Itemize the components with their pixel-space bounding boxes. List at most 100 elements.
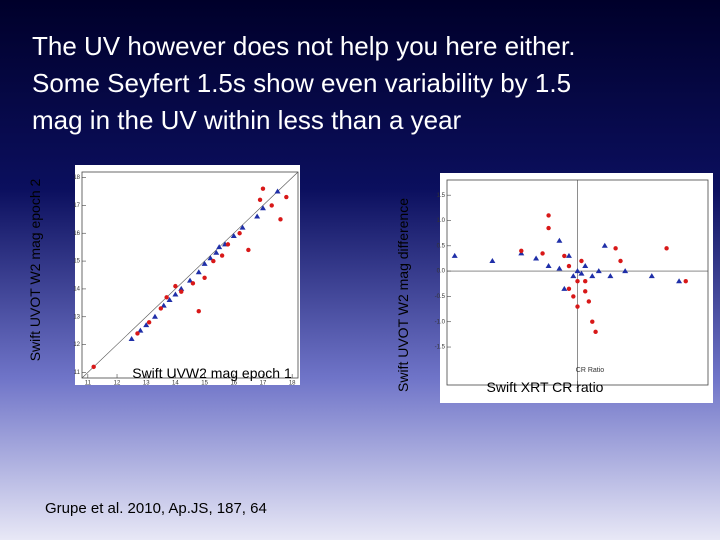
- x-tick-label: 15: [201, 381, 208, 387]
- x-tick-label: 13: [143, 381, 150, 387]
- y-tick-label: 18: [73, 175, 80, 181]
- x-tick-label: 11: [85, 381, 92, 387]
- point: [574, 268, 581, 274]
- y-tick-label: 0.5: [437, 243, 446, 249]
- point: [137, 327, 144, 333]
- point: [284, 194, 289, 200]
- x-tick-label: 17: [260, 381, 267, 387]
- point: [571, 294, 576, 299]
- point: [583, 279, 588, 284]
- point: [201, 260, 208, 266]
- point: [683, 279, 688, 284]
- point: [533, 255, 540, 261]
- point: [160, 302, 167, 308]
- x-tick-label: 14: [172, 381, 179, 387]
- point: [278, 217, 283, 222]
- point: [519, 248, 524, 254]
- point: [556, 237, 563, 243]
- point: [230, 233, 237, 239]
- y-tick-label: 1.5: [437, 193, 446, 199]
- y-tick-label: 15: [73, 259, 80, 265]
- point: [648, 273, 655, 279]
- point: [246, 247, 251, 253]
- plot-frame: [81, 171, 299, 379]
- y-tick-label: -1.0: [435, 319, 446, 325]
- point: [545, 263, 552, 269]
- point: [586, 299, 592, 304]
- point: [225, 242, 231, 247]
- point: [489, 257, 496, 263]
- point: [664, 246, 669, 251]
- point: [595, 268, 602, 274]
- y-tick-label: 14: [73, 286, 80, 292]
- y-tick-label: 0.0: [437, 269, 446, 275]
- point: [565, 252, 572, 258]
- point: [216, 244, 223, 250]
- point: [575, 279, 580, 284]
- point: [593, 329, 598, 335]
- point: [274, 188, 281, 194]
- point: [173, 283, 178, 289]
- y-axis-label: Swift UVOT W2 mag epoch 2: [27, 178, 43, 361]
- point: [590, 319, 595, 324]
- point: [622, 268, 629, 274]
- point: [259, 205, 266, 211]
- point: [179, 289, 184, 294]
- point: [143, 322, 150, 328]
- point: [618, 258, 623, 264]
- point: [196, 308, 201, 314]
- point: [213, 249, 220, 255]
- point: [556, 265, 563, 271]
- point: [254, 213, 261, 219]
- point: [91, 364, 96, 370]
- point: [540, 251, 545, 256]
- x-tick-label: 12: [114, 381, 121, 387]
- point: [613, 246, 618, 251]
- y-tick-label: 13: [73, 314, 80, 320]
- point: [676, 278, 683, 284]
- point: [269, 203, 274, 208]
- point: [172, 291, 179, 297]
- title: The UV however does not help you here ei…: [32, 31, 575, 135]
- point: [601, 242, 608, 248]
- title-line: mag in the UV within less than a year: [32, 105, 462, 135]
- y-tick-label: 16: [73, 231, 80, 237]
- reference-line: [81, 171, 299, 379]
- y-tick-label: -1.5: [435, 345, 446, 351]
- point: [260, 186, 266, 191]
- point: [578, 270, 585, 276]
- point: [164, 295, 169, 300]
- point: [579, 258, 584, 264]
- x-tick-label: 18: [289, 381, 296, 387]
- point: [546, 225, 551, 231]
- y-axis-label: Swift UVOT W2 mag difference: [395, 198, 411, 392]
- point: [566, 263, 572, 269]
- point: [589, 273, 596, 279]
- y-tick-label: 1.0: [437, 218, 446, 224]
- point: [237, 231, 242, 236]
- point: [166, 297, 173, 303]
- citation: Grupe et al. 2010, Ap.JS, 187, 64: [45, 500, 267, 517]
- point: [151, 313, 158, 319]
- point: [187, 277, 193, 283]
- point: [178, 285, 185, 291]
- point: [451, 252, 458, 258]
- x-axis-label: Swift XRT CR ratio: [487, 379, 604, 395]
- point: [546, 213, 551, 218]
- y-tick-label: 12: [73, 342, 80, 348]
- point: [219, 253, 225, 258]
- point: [239, 224, 246, 230]
- point: [211, 258, 216, 264]
- point: [190, 281, 196, 286]
- x-tick-label: 16: [230, 381, 237, 387]
- figure-panel: [75, 165, 300, 385]
- inner-x-label: CR Ratio: [576, 367, 605, 374]
- point: [202, 275, 207, 280]
- point: [561, 285, 568, 291]
- y-tick-label: 17: [73, 203, 80, 209]
- point: [207, 255, 214, 261]
- point: [135, 331, 140, 336]
- point: [582, 263, 589, 269]
- title-line: The UV however does not help you here ei…: [32, 31, 575, 61]
